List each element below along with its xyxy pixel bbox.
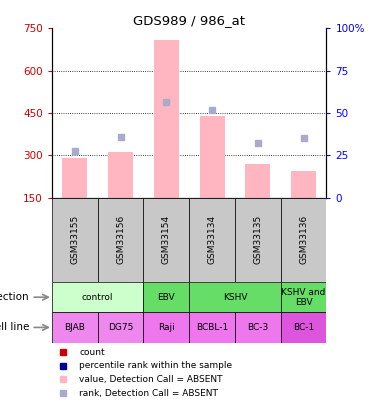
Text: infection: infection xyxy=(0,292,29,302)
FancyBboxPatch shape xyxy=(281,312,326,343)
FancyBboxPatch shape xyxy=(52,198,98,282)
Bar xyxy=(62,158,88,198)
FancyBboxPatch shape xyxy=(144,198,189,282)
Text: DG75: DG75 xyxy=(108,323,133,332)
FancyBboxPatch shape xyxy=(98,198,144,282)
Text: Raji: Raji xyxy=(158,323,175,332)
Text: GSM33154: GSM33154 xyxy=(162,215,171,264)
Text: GSM33136: GSM33136 xyxy=(299,215,308,264)
FancyBboxPatch shape xyxy=(98,312,144,343)
Bar xyxy=(291,171,316,198)
FancyBboxPatch shape xyxy=(235,312,281,343)
Bar xyxy=(245,164,270,198)
Bar xyxy=(154,40,179,198)
FancyBboxPatch shape xyxy=(235,198,281,282)
Text: GSM33135: GSM33135 xyxy=(253,215,262,264)
FancyBboxPatch shape xyxy=(281,282,326,312)
FancyBboxPatch shape xyxy=(144,312,189,343)
Text: EBV: EBV xyxy=(158,293,175,302)
Bar xyxy=(200,116,225,198)
Text: GSM33155: GSM33155 xyxy=(70,215,79,264)
Text: value, Detection Call = ABSENT: value, Detection Call = ABSENT xyxy=(79,375,223,384)
Text: BC-1: BC-1 xyxy=(293,323,314,332)
Text: KSHV: KSHV xyxy=(223,293,247,302)
FancyBboxPatch shape xyxy=(52,282,144,312)
Text: percentile rank within the sample: percentile rank within the sample xyxy=(79,361,233,371)
Text: count: count xyxy=(79,348,105,357)
Text: GSM33156: GSM33156 xyxy=(116,215,125,264)
FancyBboxPatch shape xyxy=(189,282,281,312)
FancyBboxPatch shape xyxy=(144,282,189,312)
FancyBboxPatch shape xyxy=(52,312,98,343)
Bar xyxy=(108,152,133,198)
Text: rank, Detection Call = ABSENT: rank, Detection Call = ABSENT xyxy=(79,388,218,398)
FancyBboxPatch shape xyxy=(189,198,235,282)
Title: GDS989 / 986_at: GDS989 / 986_at xyxy=(133,14,245,27)
Text: cell line: cell line xyxy=(0,322,29,333)
Text: BJAB: BJAB xyxy=(65,323,85,332)
FancyBboxPatch shape xyxy=(189,312,235,343)
Text: KSHV and
EBV: KSHV and EBV xyxy=(282,288,326,307)
FancyBboxPatch shape xyxy=(281,198,326,282)
Text: control: control xyxy=(82,293,114,302)
Text: BCBL-1: BCBL-1 xyxy=(196,323,228,332)
Text: GSM33134: GSM33134 xyxy=(208,215,217,264)
Text: BC-3: BC-3 xyxy=(247,323,269,332)
